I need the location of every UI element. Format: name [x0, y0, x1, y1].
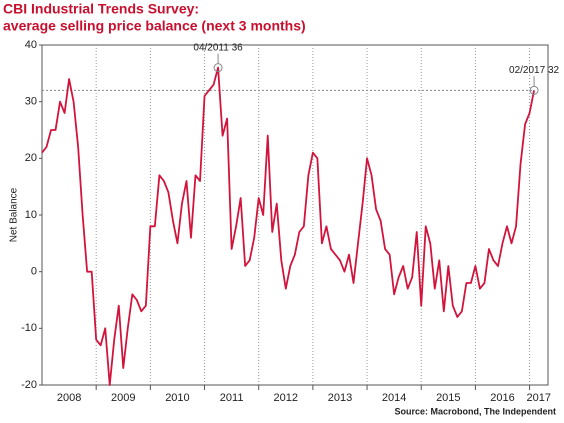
x-tick-label: 2015 — [436, 392, 460, 404]
source: Source: Macrobond, The Independent — [394, 406, 556, 416]
x-tick-label: 2012 — [274, 392, 298, 404]
annotation-label: 02/2017 32 — [509, 65, 559, 76]
y-tick-label: 20 — [25, 152, 37, 164]
y-tick-label: 10 — [25, 209, 37, 221]
y-tick-label: -20 — [21, 379, 37, 391]
x-tick-label: 2014 — [382, 392, 406, 404]
x-tick-label: 2009 — [111, 392, 135, 404]
x-tick-label: 2008 — [57, 392, 81, 404]
x-tick-label: 2013 — [328, 392, 352, 404]
data-line — [41, 66, 535, 386]
y-tick-label: 0 — [31, 266, 37, 278]
y-tick-label: 30 — [25, 96, 37, 108]
annotation-label: 04/2011 36 — [193, 42, 243, 53]
x-tick-label: 2011 — [220, 392, 244, 404]
chart-subtitle: average selling price balance (next 3 mo… — [3, 18, 306, 34]
y-tick-label: -10 — [21, 322, 37, 334]
x-tick-label: 2017 — [527, 392, 551, 404]
y-axis-label: Net Balance — [9, 187, 20, 242]
plot-frame — [41, 44, 549, 386]
chart-title: CBI Industrial Trends Survey: — [3, 1, 199, 17]
y-tick-label: 40 — [25, 39, 37, 51]
x-tick-label: 2016 — [490, 392, 514, 404]
x-tick-label: 2010 — [165, 392, 189, 404]
